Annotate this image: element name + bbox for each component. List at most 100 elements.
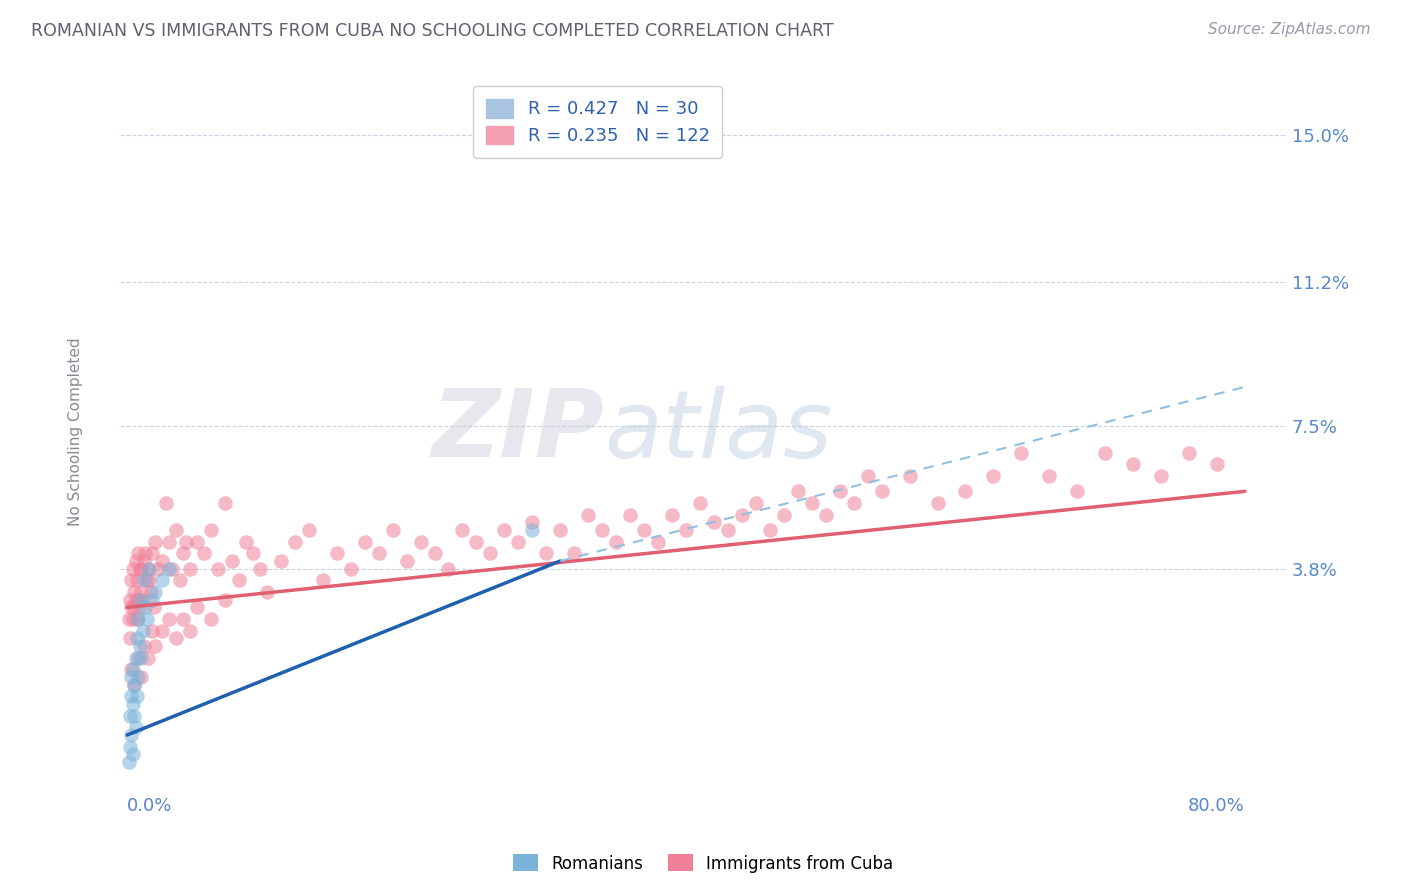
Point (562, 546, 585, 560)
Point (141, 624, 163, 638)
Point (1178, 445, 1201, 459)
Point (828, 484, 851, 499)
Point (179, 624, 201, 638)
Text: 0.0%: 0.0% (127, 797, 173, 815)
Point (155, 496, 177, 510)
Point (1122, 457, 1144, 471)
Point (898, 468, 921, 483)
Point (157, 612, 180, 626)
Point (160, 562, 183, 576)
Point (1094, 445, 1116, 459)
Point (125, 632, 148, 646)
Point (842, 496, 865, 510)
Point (759, 523, 782, 537)
Point (131, 592, 153, 607)
Point (200, 523, 222, 537)
Point (118, 708, 141, 723)
Point (124, 720, 146, 734)
Point (186, 600, 208, 615)
Point (955, 484, 977, 499)
Point (122, 600, 145, 615)
Point (120, 574, 142, 588)
Point (121, 697, 143, 711)
Point (221, 554, 243, 568)
Point (508, 534, 530, 549)
Point (120, 662, 142, 676)
Point (150, 554, 173, 568)
Point (150, 574, 173, 588)
Point (522, 523, 544, 537)
Point (125, 574, 148, 588)
Point (127, 612, 149, 626)
Point (118, 739, 141, 754)
Point (127, 546, 149, 560)
Point (870, 484, 893, 499)
Point (214, 592, 236, 607)
Point (128, 639, 150, 653)
Point (129, 592, 152, 607)
Point (703, 516, 725, 530)
Point (437, 562, 460, 576)
Point (242, 546, 264, 560)
Point (132, 554, 155, 568)
Point (193, 546, 215, 560)
Point (127, 650, 149, 665)
Point (132, 574, 155, 588)
Point (548, 523, 571, 537)
Point (127, 592, 149, 607)
Point (325, 546, 347, 560)
Point (717, 523, 740, 537)
Point (814, 508, 837, 522)
Point (122, 585, 145, 599)
Point (141, 546, 163, 560)
Point (179, 562, 201, 576)
Point (143, 585, 166, 599)
Point (129, 585, 152, 599)
Point (249, 562, 271, 576)
Point (214, 496, 236, 510)
Point (143, 534, 166, 549)
Point (169, 574, 191, 588)
Point (312, 574, 335, 588)
Point (256, 585, 278, 599)
Point (494, 523, 516, 537)
Point (367, 546, 389, 560)
Point (479, 546, 502, 560)
Point (647, 534, 669, 549)
Point (128, 562, 150, 576)
Point (522, 516, 544, 530)
Point (129, 650, 152, 665)
Point (605, 534, 627, 549)
Point (157, 562, 180, 576)
Point (117, 755, 139, 769)
Point (731, 508, 754, 522)
Point (122, 678, 145, 692)
Point (165, 523, 187, 537)
Point (353, 534, 375, 549)
Point (120, 670, 142, 684)
Point (633, 523, 655, 537)
Point (200, 612, 222, 626)
Point (157, 534, 180, 549)
Point (118, 632, 141, 646)
Point (146, 562, 169, 576)
Point (786, 484, 808, 499)
Point (122, 708, 145, 723)
Point (1010, 445, 1032, 459)
Point (121, 747, 143, 762)
Point (172, 612, 194, 626)
Point (131, 624, 153, 638)
Text: ROMANIAN VS IMMIGRANTS FROM CUBA NO SCHOOLING COMPLETED CORRELATION CHART: ROMANIAN VS IMMIGRANTS FROM CUBA NO SCHO… (31, 22, 834, 40)
Point (128, 600, 150, 615)
Point (135, 574, 157, 588)
Point (298, 523, 321, 537)
Point (120, 600, 142, 615)
Point (675, 523, 697, 537)
Point (1066, 484, 1088, 499)
Point (689, 496, 711, 510)
Point (465, 534, 488, 549)
Point (339, 562, 361, 576)
Point (124, 650, 146, 665)
Point (172, 546, 194, 560)
Point (142, 600, 165, 615)
